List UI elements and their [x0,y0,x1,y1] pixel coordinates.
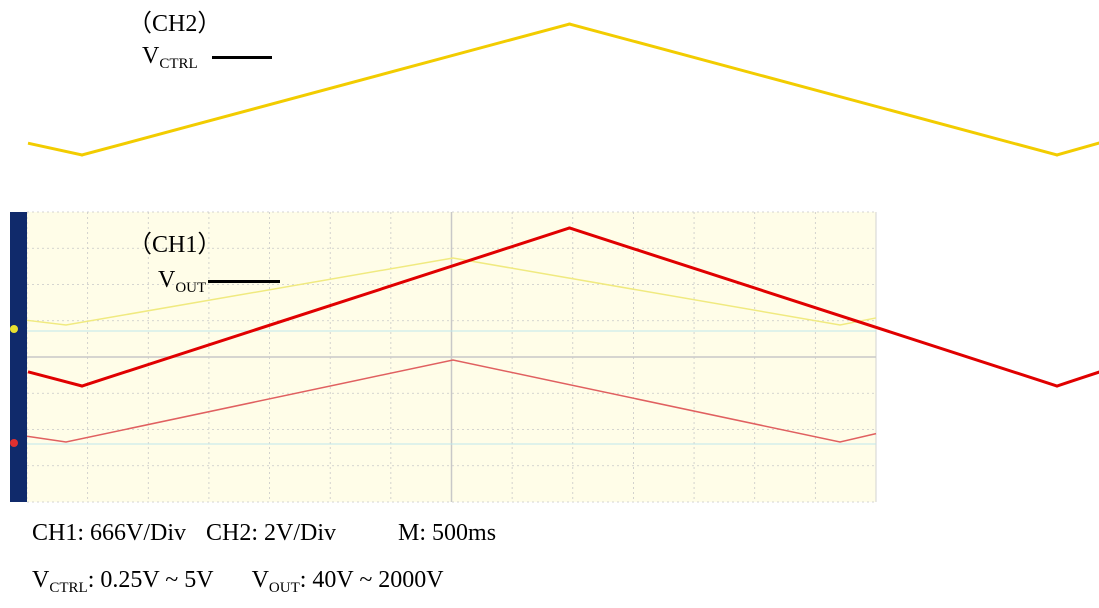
series-point-ch2 [568,22,571,26]
ch1-marker-icon [10,439,18,447]
ch1-legend-sub: OUT [175,280,207,296]
caption-ch1-scale: CH1: 666V/Div [32,520,187,546]
scope-left-bar [10,212,27,502]
caption-vctrl-sub: CTRL [49,580,88,596]
scope-grid [26,211,877,503]
series-point-ch2 [1055,153,1059,157]
ch1-legend: VOUT [158,266,281,302]
oscilloscope-screen [10,211,877,503]
ch2-legend-sub: CTRL [159,56,198,72]
caption-timebase: M: 500ms [398,520,497,546]
caption-line-2: VCTRL: 0.25V ~ 5V VOUT: 40V ~ 2000V [32,566,444,602]
ch1-label: （CH1） [128,232,222,258]
scope-ch2-trace [26,257,877,326]
series-layer [27,22,1099,388]
ch2-legend-line [211,55,272,59]
caption-line-1: CH1: 666V/Div CH2: 2V/Div M: 500ms [32,519,496,547]
caption-vout-main: V [251,567,269,593]
ch1-legend-line [208,279,281,283]
caption-vctrl-main: V [32,567,50,593]
ch2-legend-main: V [142,43,160,69]
series-point-ch1 [568,226,571,230]
series-point-ch1 [1055,384,1059,388]
series-point-ch1 [80,384,84,388]
ch1-legend-main: V [158,267,176,293]
series-point-ch2 [80,153,84,157]
caption-ch2-scale: CH2: 2V/Div [206,520,337,546]
ch2-label: （CH2） [128,11,222,37]
caption-vout-sub: OUT [268,580,300,596]
scope-ch1-trace [26,359,877,443]
caption-vctrl-range: : 0.25V ~ 5V [87,567,214,593]
ch2-legend: VCTRL [142,42,272,78]
ch2-marker-icon [10,325,18,333]
caption-vout-range: : 40V ~ 2000V [299,567,444,593]
